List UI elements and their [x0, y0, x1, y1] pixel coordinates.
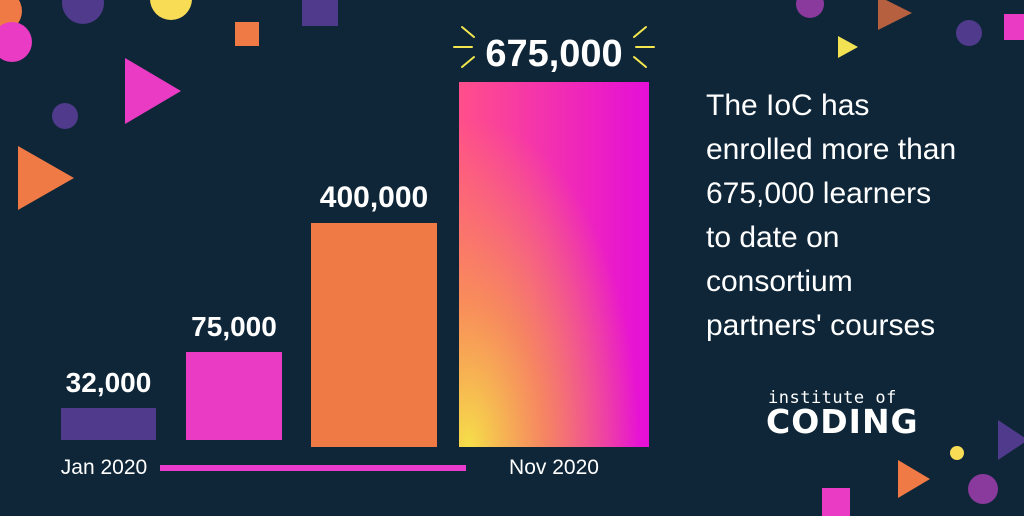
bar-3: [311, 223, 437, 447]
value-label-3: 400,000: [320, 181, 428, 214]
decor-circle-yellow: [150, 0, 192, 20]
bar-4-glow: [459, 82, 649, 447]
headline-line: partners' courses: [706, 309, 936, 342]
headline-line: enrolled more than: [706, 133, 957, 166]
decor-square-purple: [302, 0, 338, 26]
decor-circle-purple-right: [956, 20, 982, 46]
burst-line-6: [633, 56, 647, 68]
value-label-2: 75,000: [191, 311, 277, 342]
timeline-line: [160, 465, 466, 471]
x-label-end: Nov 2020: [509, 456, 599, 479]
headline-line: 675,000 learners: [706, 177, 932, 210]
burst-line-1: [461, 26, 475, 38]
decor-circle-yellow-small: [950, 446, 964, 460]
decor-triangle-brown: [878, 0, 912, 30]
logo-text-small: institute of: [768, 388, 897, 408]
decor-square-orange: [235, 22, 259, 46]
bar-1: [61, 408, 156, 440]
headline-line: to date on: [706, 221, 840, 254]
bar-2: [186, 352, 282, 440]
decor-triangle-orange: [18, 146, 74, 210]
headline-text: The IoC has enrolled more than 675,000 l…: [706, 84, 1006, 348]
decor-triangle-yellow: [838, 36, 858, 58]
x-label-start: Jan 2020: [61, 456, 147, 479]
decor-triangle-orange-bottom: [898, 460, 930, 498]
decor-circle-purple-small: [52, 103, 78, 129]
decor-square-magenta-right: [1004, 14, 1024, 40]
value-label-1: 32,000: [66, 367, 152, 398]
logo-text-big: CODING: [766, 402, 919, 441]
decor-circle-purple-bottom: [968, 474, 998, 504]
burst-line-4: [633, 26, 647, 38]
value-label-4: 675,000: [485, 33, 622, 75]
decor-triangle-magenta: [125, 58, 181, 124]
decor-circle-purple-top-right: [796, 0, 824, 18]
decor-triangle-purple-right: [998, 420, 1024, 460]
headline-line: consortium: [706, 265, 853, 298]
decor-circle-magenta: [0, 22, 32, 62]
burst-line-3: [461, 56, 475, 68]
decor-square-magenta-bottom: [822, 488, 850, 516]
headline-line: The IoC has: [706, 89, 870, 122]
